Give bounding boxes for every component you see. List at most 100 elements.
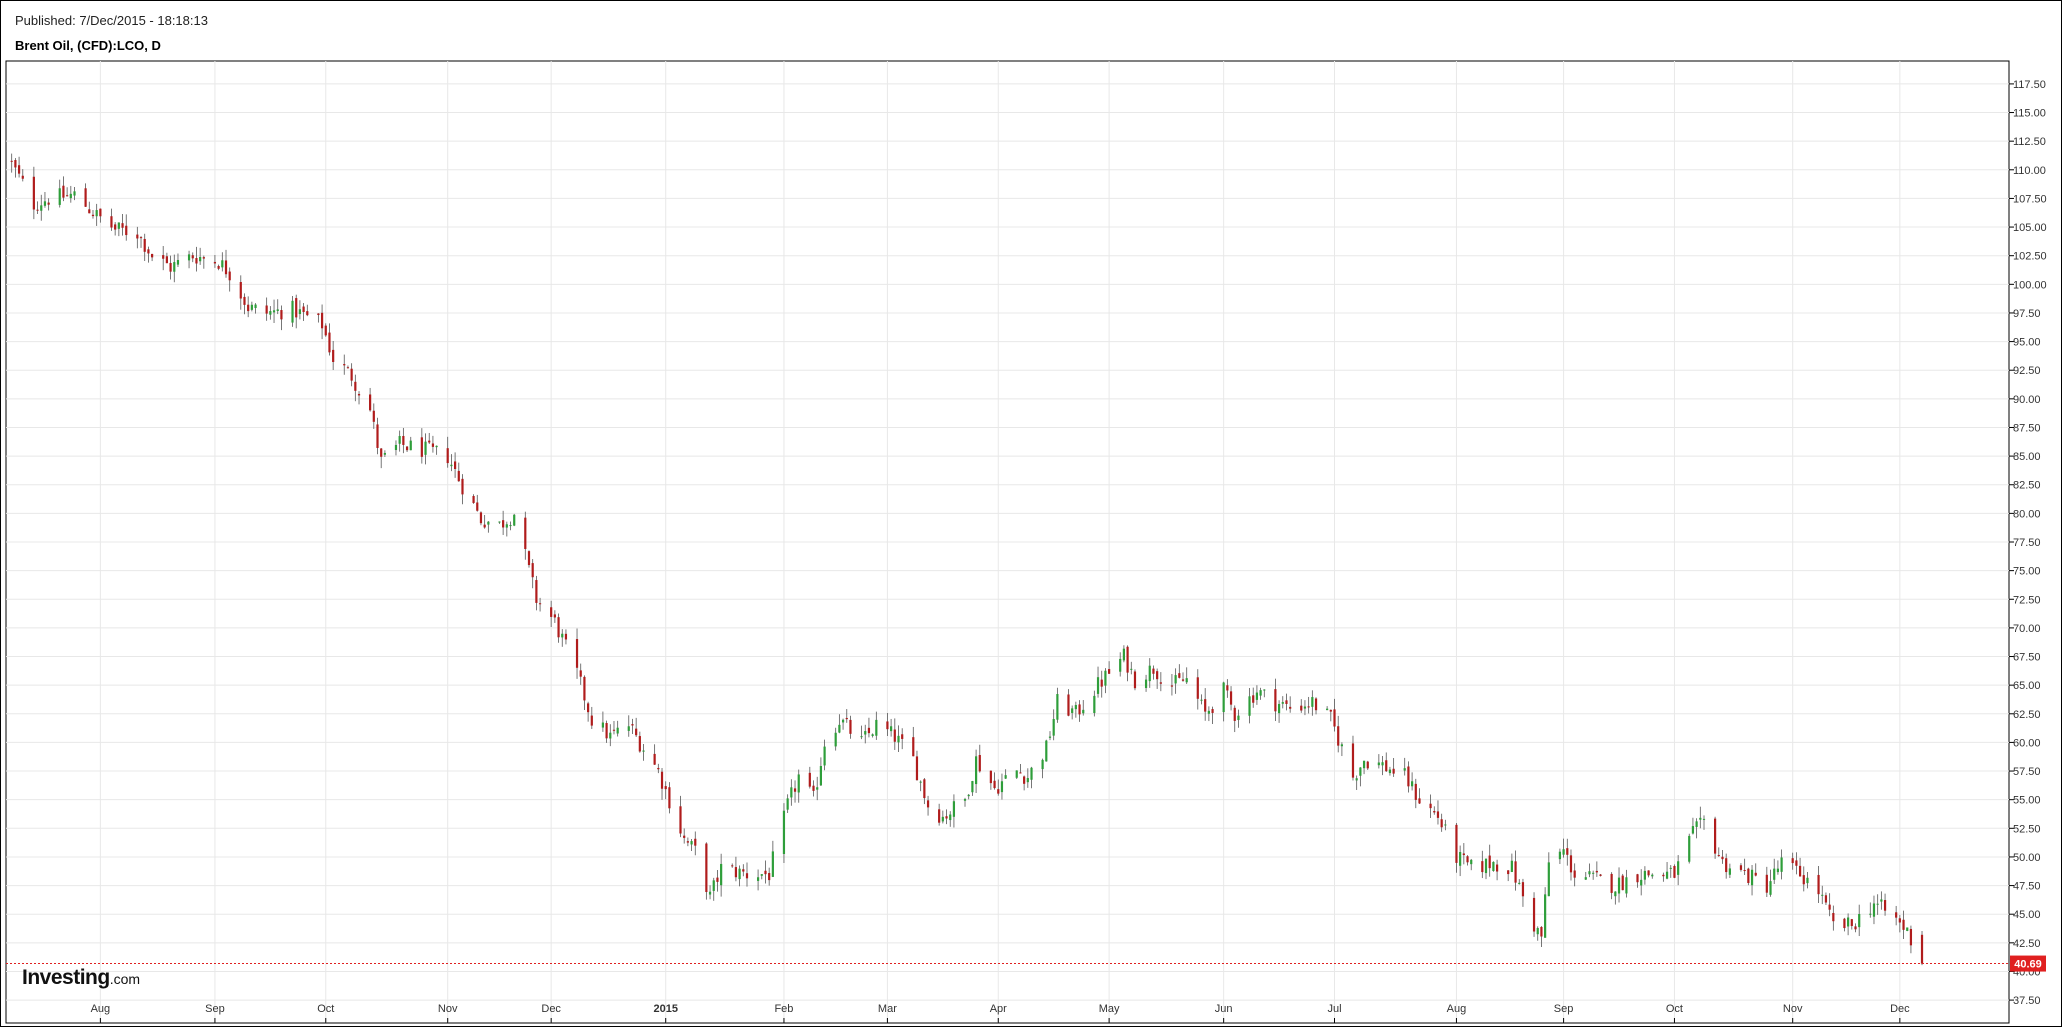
candle [265,297,268,321]
candle [1906,927,1909,932]
candle [527,550,531,568]
candle-body [564,633,568,640]
candle [1640,869,1643,896]
y-tick-label: 77.50 [2013,537,2041,549]
candle [165,252,168,264]
candle-body [354,381,357,391]
candle-body [298,309,302,315]
candle [660,768,664,800]
candle [1204,688,1207,721]
candle [1355,775,1358,790]
candle [1776,860,1780,875]
y-tick-label: 115.00 [2013,108,2046,120]
y-tick-label: 82.50 [2013,480,2041,492]
candle [768,867,771,886]
candle-body [1858,914,1861,928]
candle-body [446,448,449,464]
candle-body [793,788,797,792]
candle-body [605,723,608,739]
candle-body [997,789,1000,794]
candle [1739,863,1743,872]
candle [690,838,693,851]
candle-body [1791,858,1794,864]
candle-body [1207,710,1210,714]
candle-body [694,838,697,846]
candle [1558,848,1562,865]
candle-body [1329,709,1332,712]
candle [1547,852,1550,897]
candle-body [1429,803,1432,809]
candle [369,387,372,412]
candle-body [738,868,741,880]
candle [1004,769,1007,779]
x-tick-label: Nov [438,1003,458,1015]
candle-body [538,603,542,605]
candle [786,794,789,813]
candle-body [867,727,871,734]
candle [1152,665,1155,680]
candle [69,185,72,203]
candle-body [1303,706,1307,709]
y-tick-label: 50.00 [2013,852,2041,864]
y-tick-label: 45.00 [2013,909,2041,921]
candle [1588,863,1591,878]
candle-body [1259,690,1262,696]
candle [1843,917,1846,932]
candle [1617,867,1621,903]
candle [1455,823,1458,873]
candle [1381,756,1384,776]
candle [1362,760,1366,775]
candle-body [627,726,630,731]
candle [1858,904,1861,937]
candle [243,293,246,315]
candle-body [1455,824,1458,863]
candle [912,726,915,757]
candle-body [1444,824,1447,826]
candle [1130,661,1133,675]
candle-body [1156,671,1159,680]
candle-body [912,737,915,757]
candle [43,191,47,208]
last-price-box [2010,955,2046,972]
candle [1159,672,1162,692]
candle-body [535,580,538,603]
candle-body [1536,928,1539,935]
candle [1828,893,1831,917]
candle-body [1636,874,1639,883]
candle-body [43,201,47,206]
candle [1636,873,1639,888]
candle [745,862,749,887]
candle [1540,926,1543,947]
candle-body [915,756,919,781]
candle [963,797,967,807]
candle [1747,867,1750,886]
candle [1026,768,1029,788]
candle-body [1507,870,1510,875]
candle [254,303,257,314]
candle [1444,819,1447,831]
candle [1754,863,1757,877]
candle-body [420,437,423,457]
candle-body [1000,781,1004,793]
candle-body [1665,871,1669,879]
candle [550,600,553,628]
candle-body [139,237,143,239]
candle-body [1048,736,1052,738]
candle-body [1385,760,1388,772]
candle [405,446,409,453]
candle-body [1880,899,1883,902]
candle-body [398,436,401,444]
candle-body [583,676,586,701]
candle [1126,645,1129,682]
x-tick-label: Jun [1215,1003,1233,1015]
candle [616,720,619,737]
candle [1495,859,1499,881]
candle [561,629,564,647]
candle-body [1920,934,1924,964]
candle [1000,773,1004,800]
x-tick-label: Sep [1554,1003,1574,1015]
candle [176,253,180,268]
candle-body [1314,698,1318,711]
y-tick-label: 80.00 [2013,508,2041,520]
